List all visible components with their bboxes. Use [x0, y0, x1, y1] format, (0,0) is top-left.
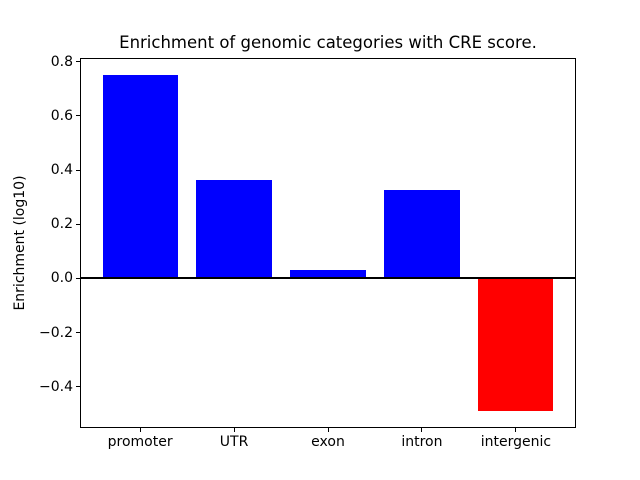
bar-UTR [196, 179, 272, 279]
x-tick-label-promoter: promoter [107, 434, 173, 450]
x-tick-mark [515, 428, 517, 432]
x-tick-label-intergenic: intergenic [480, 434, 552, 450]
y-tick-mark [76, 61, 80, 63]
y-tick-label: 0.8 [50, 53, 73, 70]
bar-intergenic [478, 278, 554, 412]
bar-intron [384, 190, 460, 279]
bar-exon [290, 270, 366, 279]
x-tick-mark [233, 428, 235, 432]
y-tick-mark [76, 332, 80, 334]
y-tick-mark [76, 386, 80, 388]
y-tick-label: 0.4 [50, 162, 73, 179]
y-tick-label: 0.2 [50, 216, 73, 233]
x-tick-label-intron: intron [401, 434, 443, 450]
x-tick-label-UTR: UTR [219, 434, 249, 450]
y-tick-mark [76, 223, 80, 225]
y-tick-mark [76, 169, 80, 171]
x-tick-mark [139, 428, 141, 432]
x-tick-mark [421, 428, 423, 432]
y-axis-label: Enrichment (log10) [12, 175, 28, 311]
y-tick-mark [76, 277, 80, 279]
x-tick-label-exon: exon [311, 434, 345, 450]
chart-title: Enrichment of genomic categories with CR… [119, 33, 537, 52]
bar-promoter [102, 75, 178, 279]
y-tick-label: 0.0 [50, 270, 73, 287]
x-tick-mark [327, 428, 329, 432]
y-tick-label: −0.4 [39, 378, 73, 395]
zero-line [80, 277, 576, 280]
y-tick-label: −0.2 [39, 324, 73, 341]
y-tick-label: 0.6 [50, 107, 73, 124]
y-tick-mark [76, 115, 80, 117]
